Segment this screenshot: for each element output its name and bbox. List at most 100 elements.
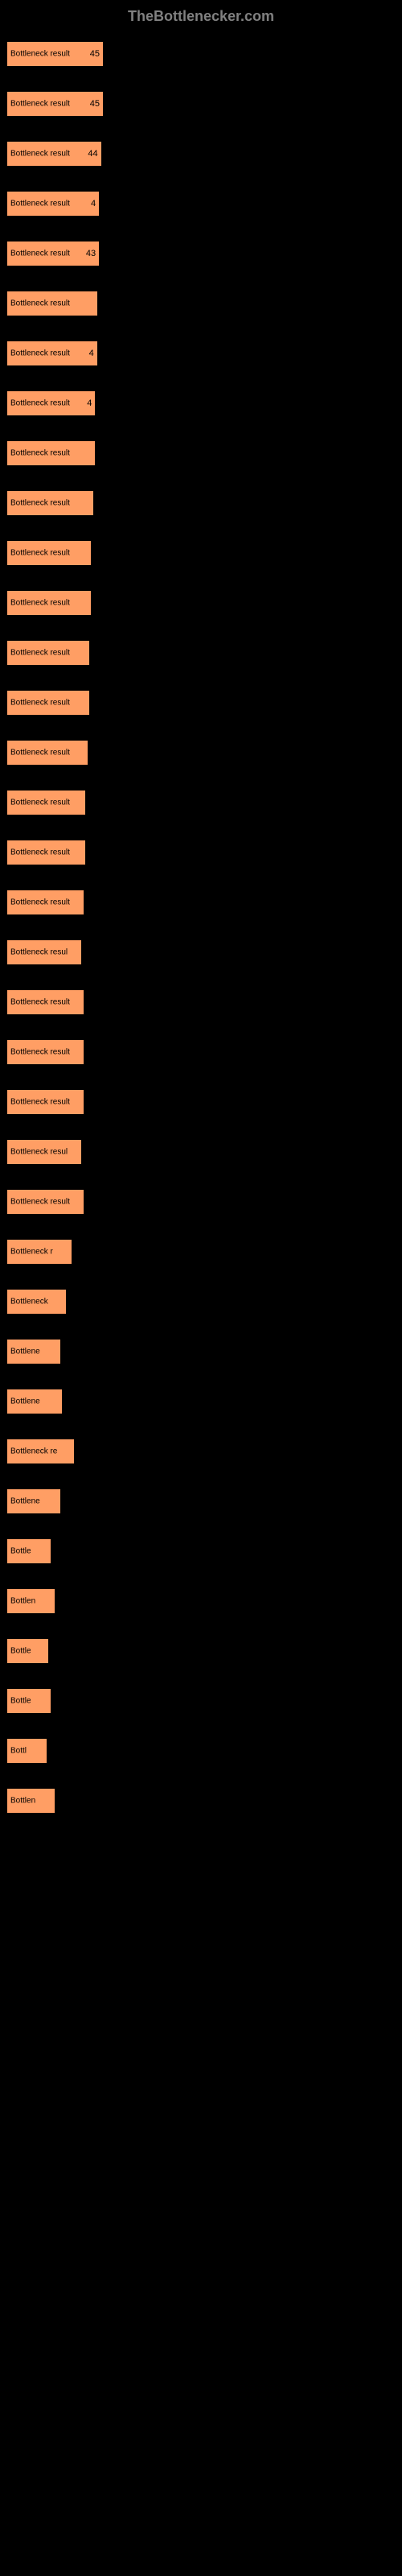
bar: Bottle [6,1688,51,1714]
bar: Bottleneck result [6,540,92,566]
bar-group: Bottleneck result44 [6,141,396,167]
bar: Bottleneck result [6,490,94,516]
bar-group: Bottleneck resul [6,939,396,965]
bar-group: Bottleneck result 45 [6,91,396,117]
bar-wrapper: Bottleneck re [6,1439,396,1464]
bar-wrapper: Bottleneck result [6,690,396,716]
bar-group: Bottle [6,1638,396,1664]
bar-wrapper: Bottleneck result [6,640,396,666]
bar-group: Bottleneck result [6,640,396,666]
bar-group: Bottleneck re [6,1439,396,1464]
bar-text: Bottleneck resul [10,1148,68,1157]
bar-text: Bottleneck [10,1298,48,1307]
bar-wrapper: Bottleneck [6,1289,396,1315]
bar: Bottleneck result [6,1039,84,1065]
bar-group: Bottleneck result4 [6,191,396,217]
header-title: TheBottlenecker.com [128,8,274,24]
bar-wrapper: Bottl [6,1738,396,1764]
bar-wrapper: Bottleneck result [6,1039,396,1065]
bar-text: Bottleneck resul [10,948,68,957]
bar-group: Bottleneck result [6,890,396,915]
bar-wrapper: Bottle [6,1538,396,1564]
bar-text: Bottleneck result [10,649,70,658]
bar: Bottl [6,1738,47,1764]
bar-text: Bottleneck result [10,150,70,159]
bar-value: 4 [89,349,94,358]
bar-group: Bottleneck result [6,790,396,815]
bar: Bottleneck result 45 [6,91,104,117]
bar-value: 45 [90,99,100,109]
bar-text: Bottleneck result [10,699,70,708]
bar-text: Bottleneck result [10,399,70,408]
bar: Bottleneck result [6,989,84,1015]
bar-group: Bottleneck result [6,1039,396,1065]
bar-value: 4 [87,398,92,408]
bar-wrapper: Bottleneck result [6,291,396,316]
bar-wrapper: Bottleneck result45 [6,41,396,67]
bar-text: Bottleneck result [10,998,70,1007]
bar-text: Bottleneck result [10,749,70,758]
bar: Bottleneck resul [6,939,82,965]
bar-wrapper: Bottleneck result [6,1089,396,1115]
bar-text: Bottlene [10,1397,40,1406]
bar-text: Bottlen [10,1797,35,1806]
bar-wrapper: Bottleneck result 45 [6,91,396,117]
bar-text: Bottleneck result [10,449,70,458]
bar-text: Bottleneck r [10,1248,53,1257]
bar-wrapper: Bottleneck resul [6,939,396,965]
bar-text: Bottleneck result [10,349,70,358]
bar-wrapper: Bottleneck result [6,1189,396,1215]
bar-group: Bottle [6,1688,396,1714]
bar-text: Bottlen [10,1597,35,1606]
bar: Bottleneck r [6,1239,72,1265]
bar-value: 45 [90,49,100,59]
bar-text: Bottlene [10,1497,40,1506]
bar-group: Bottleneck result [6,590,396,616]
bar-text: Bottleneck result [10,250,70,258]
bar-text: Bottleneck result [10,898,70,907]
bar: Bottleneck result4 [6,191,100,217]
bar: Bottleneck result 4 [6,341,98,366]
bar: Bottle [6,1538,51,1564]
bar: Bottleneck result [6,840,86,865]
bar: Bottleneck result45 [6,41,104,67]
bar-group: Bottleneck result [6,490,396,516]
bar: Bottleneck result [6,1189,84,1215]
bar-text: Bottleneck result [10,1048,70,1057]
bar: Bottleneck resul [6,1139,82,1165]
bar: Bottleneck result [6,640,90,666]
bar-text: Bottleneck result [10,599,70,608]
bar-text: Bottleneck result [10,1098,70,1107]
bar-group: Bottleneck r [6,1239,396,1265]
bar-wrapper: Bottlene [6,1488,396,1514]
bar-text: Bottlene [10,1348,40,1356]
bar: Bottleneck re [6,1439,75,1464]
bar-wrapper: Bottleneck result [6,540,396,566]
bar-group: Bottlene [6,1488,396,1514]
bar: Bottleneck result [6,740,88,766]
bar-wrapper: Bottlene [6,1389,396,1414]
bar: Bottlen [6,1788,55,1814]
bar: Bottleneck result [6,690,90,716]
bar-group: Bottleneck result [6,690,396,716]
bar-wrapper: Bottlen [6,1788,396,1814]
bar-text: Bottleneck result [10,799,70,807]
bar: Bottlene [6,1339,61,1364]
bar-text: Bottleneck result [10,100,70,109]
bar-wrapper: Bottleneck result4 [6,191,396,217]
bar-text: Bottl [10,1747,27,1756]
bar-wrapper: Bottleneck result [6,440,396,466]
bar-text: Bottleneck re [10,1447,57,1456]
bar-wrapper: Bottleneck result [6,890,396,915]
bar: Bottleneck result [6,291,98,316]
bar-text: Bottleneck result [10,549,70,558]
bar-group: Bottleneck result [6,840,396,865]
bar-wrapper: Bottle [6,1688,396,1714]
bar-text: Bottleneck result [10,499,70,508]
bar-group: Bottleneck result43 [6,241,396,266]
bar-group: Bottl [6,1738,396,1764]
bar-wrapper: Bottleneck result 4 [6,341,396,366]
bar-group: Bottle [6,1538,396,1564]
bar-text: Bottle [10,1697,31,1706]
header: TheBottlenecker.com [0,8,402,25]
